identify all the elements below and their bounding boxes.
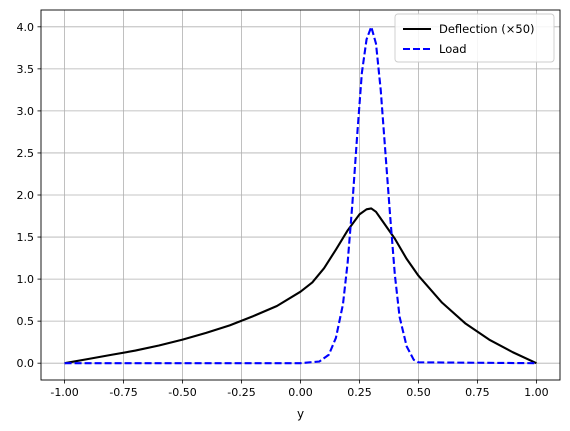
- y-tick-label: 0.5: [17, 315, 35, 328]
- y-tick-label: 1.5: [17, 231, 35, 244]
- series-line-1: [64, 25, 537, 365]
- series-line-0: [64, 207, 537, 365]
- x-tick-label: 0.50: [406, 386, 431, 399]
- legend-frame: [394, 13, 555, 63]
- axis-ticks: -1.00 -0.75 -0.50 -0.25 0.00 0.25 0.50 0.75 1.00…: [17, 21, 549, 399]
- y-tick-label: 4.0: [17, 21, 35, 34]
- x-tick-label: -0.75: [109, 386, 137, 399]
- legend-label: Deflection (×50): [439, 22, 535, 36]
- y-tick-label: 3.0: [17, 105, 35, 118]
- y-tick-label: 2.0: [17, 189, 35, 202]
- y-tick-label: 2.5: [17, 147, 35, 160]
- x-tick-label: -0.50: [168, 386, 196, 399]
- x-tick-label: -0.25: [227, 386, 255, 399]
- x-tick-label: 0.00: [288, 386, 313, 399]
- x-axis-label: y: [297, 407, 304, 421]
- y-tick-label: 0.0: [17, 357, 35, 370]
- x-tick-label: 0.25: [347, 386, 372, 399]
- legend-label: Load: [439, 42, 467, 56]
- series-lines: [64, 25, 537, 365]
- y-tick-label: 3.5: [17, 63, 35, 76]
- y-tick-label: 1.0: [17, 273, 35, 286]
- x-tick-label: -1.00: [50, 386, 78, 399]
- x-tick-label: 0.75: [465, 386, 490, 399]
- legend: Deflection (×50) Load: [394, 13, 555, 63]
- x-tick-label: 1.00: [524, 386, 549, 399]
